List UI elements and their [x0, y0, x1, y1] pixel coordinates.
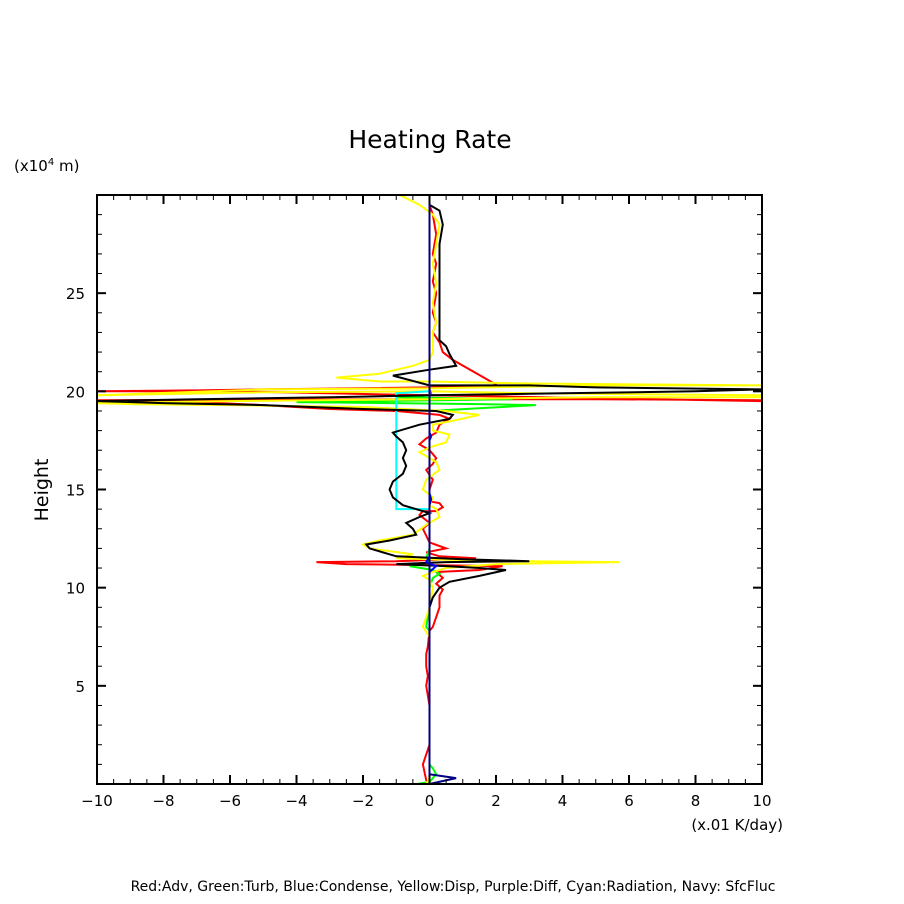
- series-line-turb: [296, 195, 536, 784]
- series-line-sfcfluc: [428, 195, 457, 784]
- y-unit-suffix: m): [54, 157, 79, 175]
- y-tick-label: 10: [66, 580, 85, 598]
- y-axis-label: Height: [31, 459, 53, 522]
- x-unit-label: (x.01 K/day): [691, 816, 783, 834]
- x-tick-label: 2: [491, 792, 501, 810]
- x-tick-label: −2: [352, 792, 374, 810]
- x-tick-label: −8: [152, 792, 174, 810]
- y-tick-label: 20: [66, 383, 85, 401]
- series-line-total: [97, 203, 762, 784]
- legend-note: Red:Adv, Green:Turb, Blue:Condense, Yell…: [131, 879, 776, 895]
- y-unit-exponent: 4: [48, 157, 54, 168]
- y-tick-label: 15: [66, 482, 85, 500]
- y-unit-prefix: (x10: [14, 157, 48, 175]
- series-layer: [97, 195, 762, 784]
- y-tick-label: 5: [75, 678, 85, 696]
- x-tick-label: −4: [285, 792, 307, 810]
- x-tick-label: 8: [691, 792, 701, 810]
- y-unit-label: (x104 m): [14, 157, 79, 175]
- plot-frame: [96, 194, 763, 785]
- tick-labels-layer: −10 −8 −6 −4 −2 0 2 4 6 8 10 5 10 15 20 25: [66, 285, 772, 810]
- x-tick-label: 0: [425, 792, 435, 810]
- x-tick-label: 10: [752, 792, 771, 810]
- x-tick-label: −10: [81, 792, 113, 810]
- y-tick-label: 25: [66, 285, 85, 303]
- x-tick-label: 6: [624, 792, 634, 810]
- x-tick-label: −6: [219, 792, 241, 810]
- x-tick-label: 4: [558, 792, 568, 810]
- chart-title: Heating Rate: [348, 125, 511, 154]
